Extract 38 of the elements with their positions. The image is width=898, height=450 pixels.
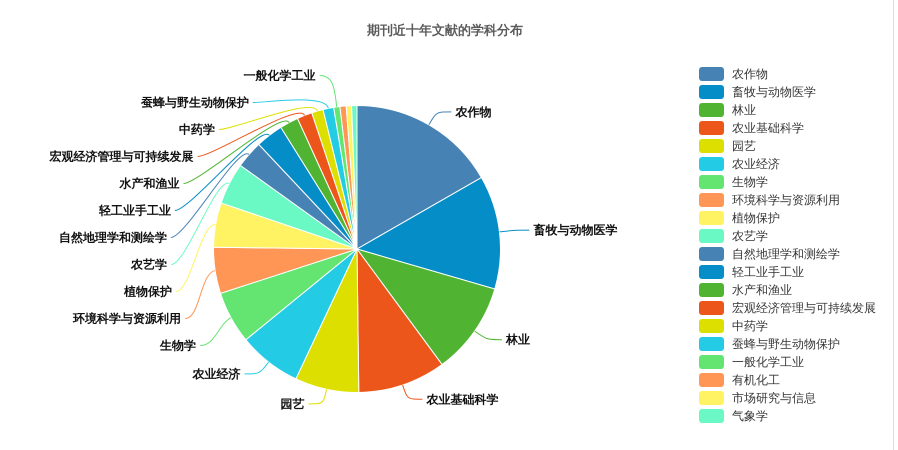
legend-label: 蚕蜂与野生动物保护 xyxy=(732,337,840,351)
legend-label: 一般化学工业 xyxy=(732,355,804,369)
slice-label: 一般化学工业 xyxy=(244,68,316,82)
legend-label: 中药学 xyxy=(732,319,768,333)
slice-label: 自然地理学和测绘学 xyxy=(58,230,167,244)
slice-label: 园艺 xyxy=(280,396,304,411)
slice-label: 生物学 xyxy=(159,338,196,352)
slice-label: 蚕蜂与野生动物保护 xyxy=(140,96,249,110)
slice-label: 农业基础科学 xyxy=(425,392,498,406)
legend-label: 农作物 xyxy=(732,67,768,81)
slice-label: 中药学 xyxy=(178,122,215,136)
chart-title: 期刊近十年文献的学科分布 xyxy=(366,22,523,38)
slice-label: 水产和渔业 xyxy=(118,176,180,190)
legend-label: 林业 xyxy=(731,103,756,117)
legend-label: 轻工业手工业 xyxy=(732,265,804,279)
legend-label: 水产和渔业 xyxy=(732,283,792,297)
slice-label: 植物保护 xyxy=(122,284,172,298)
slice-label: 轻工业手工业 xyxy=(98,204,171,218)
legend-label: 农业基础科学 xyxy=(732,121,804,135)
slice-label: 农作物 xyxy=(454,104,492,119)
legend-label: 园艺 xyxy=(732,139,756,153)
slice-label: 宏观经济管理与可持续发展 xyxy=(48,150,194,164)
legend-label: 环境科学与资源利用 xyxy=(732,193,840,207)
legend-label: 农艺学 xyxy=(732,229,768,243)
legend-label: 有机化工 xyxy=(732,373,780,387)
slice-label: 农业经济 xyxy=(191,366,240,381)
legend-label: 生物学 xyxy=(732,175,768,189)
legend-label: 宏观经济管理与可持续发展 xyxy=(732,301,876,315)
legend-label: 气象学 xyxy=(732,409,768,423)
legend-label: 自然地理学和测绘学 xyxy=(732,247,840,261)
legend-label: 植物保护 xyxy=(732,211,780,225)
slice-label: 林业 xyxy=(504,332,530,347)
legend-label: 农业经济 xyxy=(732,157,780,171)
slice-label: 农艺学 xyxy=(130,258,168,272)
slice-label: 畜牧与动物医学 xyxy=(532,223,618,238)
legend-label: 市场研究与信息 xyxy=(732,391,816,405)
slice-label: 环境科学与资源利用 xyxy=(72,312,182,326)
legend-label: 畜牧与动物医学 xyxy=(732,85,816,99)
